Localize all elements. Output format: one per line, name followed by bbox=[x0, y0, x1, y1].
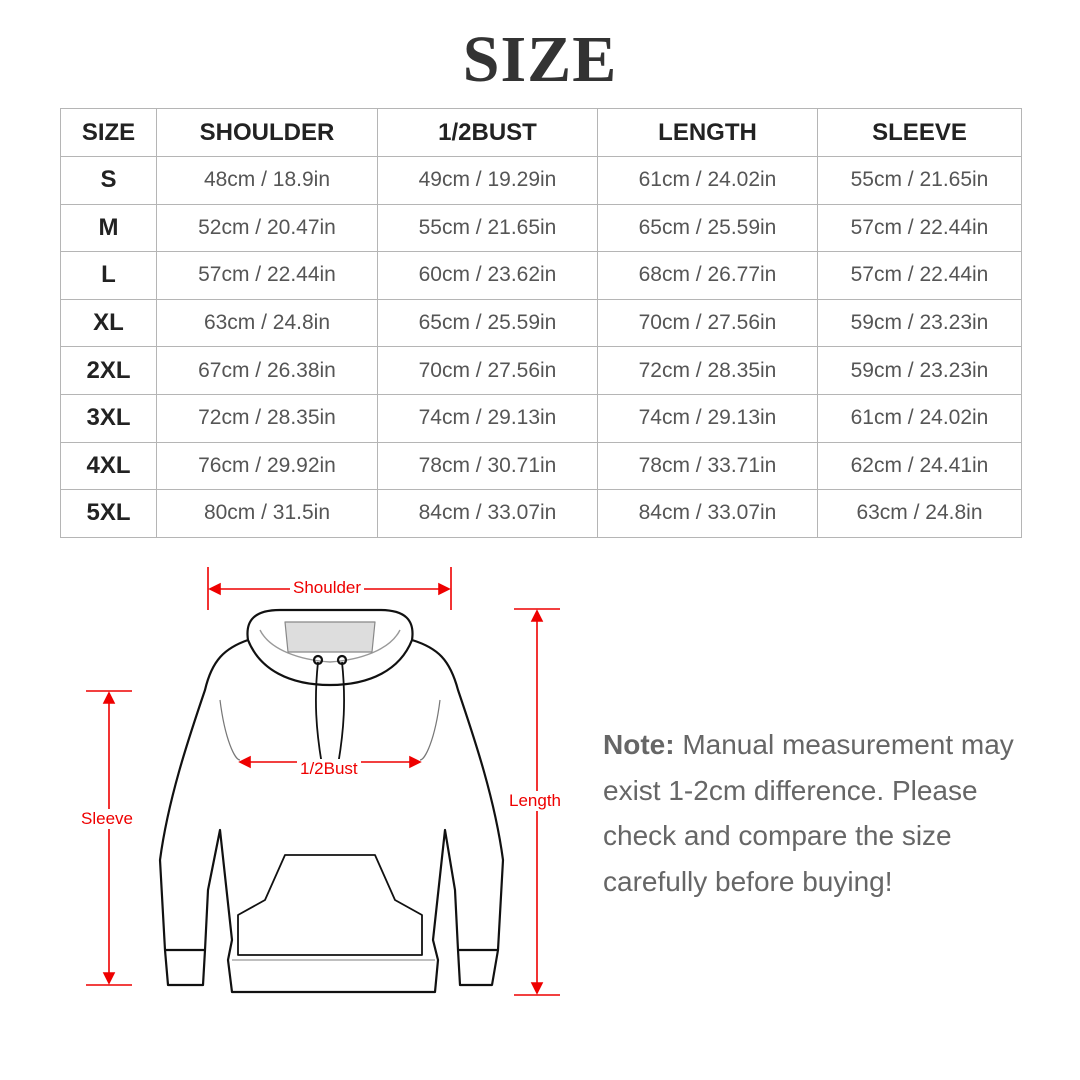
size-table: SIZE SHOULDER 1/2BUST LENGTH SLEEVE S 48cm / … bbox=[60, 108, 1022, 538]
measurement-cell: 80cm / 31.5in bbox=[156, 489, 378, 538]
measurement-cell: 67cm / 26.38in bbox=[156, 346, 378, 395]
hood-outline bbox=[246, 608, 414, 687]
measurement-cell: 74cm / 29.13in bbox=[377, 393, 598, 443]
measurement-cell: 52cm / 20.47in bbox=[156, 203, 378, 253]
measurement-cell: 68cm / 26.77in bbox=[597, 251, 818, 300]
measurement-cell: 72cm / 28.35in bbox=[156, 393, 378, 443]
sleeve-label: Sleeve bbox=[78, 809, 136, 829]
measurement-cell: 72cm / 28.35in bbox=[597, 346, 818, 395]
measurement-cell: 57cm / 22.44in bbox=[817, 203, 1022, 253]
neck-opening bbox=[284, 621, 376, 653]
size-cell: L bbox=[60, 251, 157, 300]
note-label: Note: bbox=[603, 729, 675, 760]
table-row: 2XL 67cm / 26.38in 70cm / 27.56in 72cm / 28… bbox=[60, 346, 1022, 395]
hoodie-diagram bbox=[86, 567, 560, 996]
size-cell: XL bbox=[60, 298, 157, 348]
column-header: SHOULDER bbox=[156, 108, 378, 157]
measurement-cell: 57cm / 22.44in bbox=[817, 251, 1022, 300]
measurement-cell: 55cm / 21.65in bbox=[377, 203, 598, 253]
measurement-cell: 62cm / 24.41in bbox=[817, 441, 1022, 491]
measurement-cell: 59cm / 23.23in bbox=[817, 346, 1022, 395]
column-header: SLEEVE bbox=[817, 108, 1022, 157]
size-cell: M bbox=[60, 203, 157, 253]
measurement-cell: 57cm / 22.44in bbox=[156, 251, 378, 300]
measurement-cell: 59cm / 23.23in bbox=[817, 298, 1022, 348]
table-row: 4XL 76cm / 29.92in 78cm / 30.71in 78cm / 33… bbox=[60, 441, 1022, 491]
column-header: 1/2BUST bbox=[377, 108, 598, 157]
column-header: LENGTH bbox=[597, 108, 818, 157]
measurement-cell: 55cm / 21.65in bbox=[817, 156, 1022, 205]
size-cell: 3XL bbox=[60, 393, 157, 443]
note-text: Manual measurement may exist 1-2cm diffe… bbox=[603, 729, 1014, 897]
measurement-note: Note: Manual measurement may exist 1-2cm… bbox=[603, 722, 1023, 904]
measurement-cell: 78cm / 30.71in bbox=[377, 441, 598, 491]
table-row: S 48cm / 18.9in 49cm / 19.29in 61cm / 24.02… bbox=[60, 156, 1022, 205]
size-cell: 4XL bbox=[60, 441, 157, 491]
page-title: SIZE bbox=[462, 23, 618, 96]
table-row: 5XL 80cm / 31.5in 84cm / 33.07in 84cm / 33.… bbox=[60, 489, 1022, 538]
size-cell: 2XL bbox=[60, 346, 157, 395]
drawstrings bbox=[315, 661, 345, 766]
measurement-cell: 70cm / 27.56in bbox=[597, 298, 818, 348]
measurement-cell: 63cm / 24.8in bbox=[817, 489, 1022, 538]
bust-label: 1/2Bust bbox=[297, 759, 361, 779]
length-label: Length bbox=[506, 791, 564, 811]
measurement-cell: 65cm / 25.59in bbox=[377, 298, 598, 348]
measurement-cell: 84cm / 33.07in bbox=[597, 489, 818, 538]
hoodie-body-outline bbox=[158, 638, 505, 994]
measurement-cell: 60cm / 23.62in bbox=[377, 251, 598, 300]
size-cell: S bbox=[60, 156, 157, 205]
measurement-cell: 61cm / 24.02in bbox=[597, 156, 818, 205]
measurement-cell: 70cm / 27.56in bbox=[377, 346, 598, 395]
measurement-cell: 61cm / 24.02in bbox=[817, 393, 1022, 443]
size-cell: 5XL bbox=[60, 489, 157, 538]
measurement-cell: 84cm / 33.07in bbox=[377, 489, 598, 538]
shoulder-label: Shoulder bbox=[290, 578, 365, 598]
measurement-cell: 63cm / 24.8in bbox=[156, 298, 378, 348]
measurement-cell: 78cm / 33.71in bbox=[597, 441, 818, 491]
table-row: 3XL 72cm / 28.35in 74cm / 29.13in 74cm / 29… bbox=[60, 393, 1022, 443]
pocket bbox=[237, 854, 423, 956]
measurement-cell: 48cm / 18.9in bbox=[156, 156, 378, 205]
measurement-cell: 65cm / 25.59in bbox=[597, 203, 818, 253]
table-header-row: SIZE SHOULDER 1/2BUST LENGTH SLEEVE bbox=[60, 108, 1022, 157]
measurement-cell: 74cm / 29.13in bbox=[597, 393, 818, 443]
table-row: M 52cm / 20.47in 55cm / 21.65in 65cm / 25.5… bbox=[60, 203, 1022, 253]
column-header: SIZE bbox=[60, 108, 157, 157]
table-row: L 57cm / 22.44in 60cm / 23.62in 68cm / 26.7… bbox=[60, 251, 1022, 300]
measurement-cell: 49cm / 19.29in bbox=[377, 156, 598, 205]
table-row: XL 63cm / 24.8in 65cm / 25.59in 70cm / 27.5… bbox=[60, 298, 1022, 348]
measurement-cell: 76cm / 29.92in bbox=[156, 441, 378, 491]
